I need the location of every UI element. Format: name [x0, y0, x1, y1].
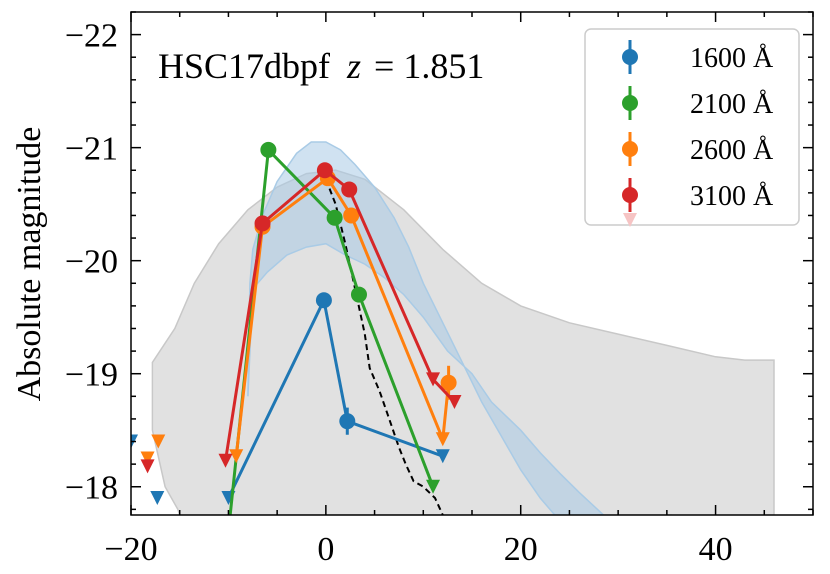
legend-entry-3: 2600 Å — [622, 132, 774, 166]
data-point — [339, 413, 356, 430]
data-point — [315, 292, 332, 309]
y-tick-label: −22 — [65, 18, 118, 55]
title-name: HSC17dbpf — [158, 46, 330, 86]
upper-limit-marker — [140, 459, 155, 474]
legend-marker — [622, 49, 638, 65]
dashed-model-line — [324, 178, 444, 515]
legend-label: 2100 Å — [690, 89, 774, 120]
legend-label: 3100 Å — [690, 181, 774, 212]
series-line — [227, 295, 444, 499]
upper-limit-marker — [435, 449, 450, 464]
legend-label: 1600 Å — [690, 43, 774, 74]
legend-entry-4: 3100 Å — [622, 178, 774, 212]
series-4 — [140, 162, 462, 474]
data-point — [350, 286, 367, 303]
axis-ticks — [130, 11, 814, 515]
upper-limit-marker — [435, 432, 450, 447]
legend-faded-limit-marker — [623, 213, 637, 227]
series-1 — [131, 292, 450, 506]
upper-limit-marker — [218, 453, 233, 468]
axis-tick-labels: −20 0 20 40 −18 −19 −20 −21 −22 — [65, 18, 733, 568]
upper-limit-marker — [426, 479, 441, 494]
x-tick-label: −20 — [104, 531, 157, 568]
data-point — [254, 215, 271, 232]
legend-label: 2600 Å — [690, 135, 774, 166]
legend: 1600 Å 2100 Å 2600 Å 3100 Å — [584, 28, 800, 227]
svg-text:HSC17dbpf z = 1.85: HSC17dbpf z = 1.851 — [158, 46, 484, 86]
series-line — [224, 168, 456, 461]
data-point — [220, 524, 236, 540]
x-tick-label: 0 — [317, 531, 334, 568]
x-tick-label: 40 — [699, 531, 733, 568]
upper-limit-marker — [140, 451, 155, 466]
series-line — [234, 176, 451, 457]
y-tick-label: −20 — [65, 244, 118, 281]
y-tick-label: −19 — [65, 357, 118, 394]
data-point — [343, 207, 360, 224]
upper-limit-marker — [447, 394, 462, 409]
y-tick-label: −18 — [65, 470, 118, 507]
upper-limit-marker — [151, 434, 166, 449]
x-tick-label: 20 — [504, 531, 538, 568]
data-point — [260, 141, 277, 158]
y-tick-label: −21 — [65, 131, 118, 168]
dashed-model-curve — [324, 178, 444, 515]
legend-marker — [622, 95, 638, 111]
legend-marker — [622, 141, 638, 157]
upper-limit-marker — [426, 372, 441, 387]
y-axis-label: Absolute magnitude — [11, 127, 48, 402]
data-point — [341, 181, 358, 198]
data-series — [131, 141, 462, 540]
data-point — [326, 209, 343, 226]
title-z-symbol: z — [346, 46, 361, 86]
data-point — [440, 374, 457, 391]
chart-title: HSC17dbpf z = 1.851 — [158, 46, 484, 86]
upper-limit-marker — [229, 449, 244, 464]
data-point — [316, 162, 333, 179]
legend-box — [584, 28, 800, 226]
legend-entry-1: 1600 Å — [622, 40, 774, 74]
blue-model-band — [247, 141, 605, 515]
model-bands — [151, 141, 775, 515]
title-z-value: = 1.851 — [374, 46, 484, 86]
legend-marker — [622, 187, 638, 203]
legend-entry-2: 2100 Å — [622, 86, 774, 120]
upper-limit-marker — [150, 491, 165, 506]
